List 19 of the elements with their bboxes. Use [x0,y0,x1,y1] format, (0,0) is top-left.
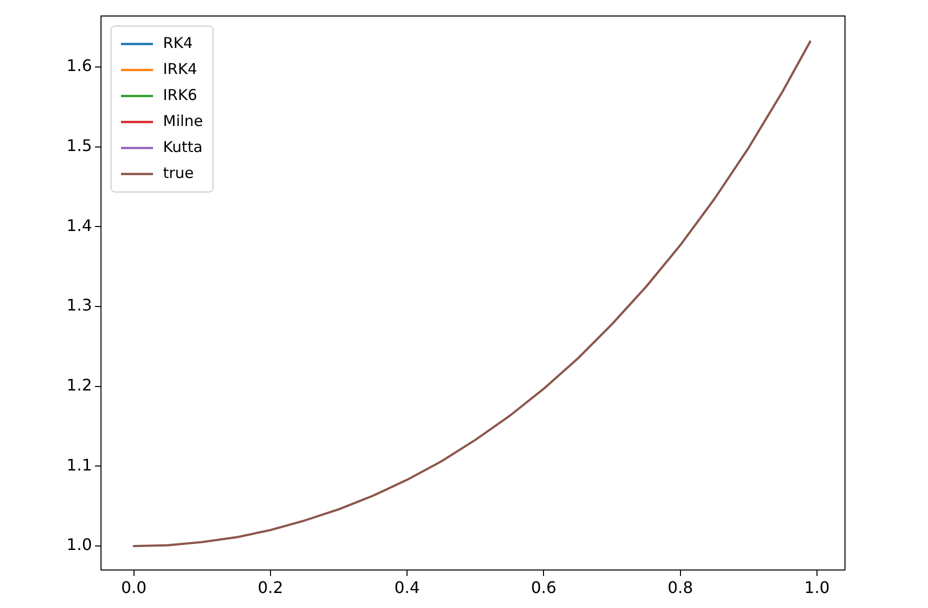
y-tick-label: 1.3 [66,296,92,315]
y-tick-label: 1.1 [66,455,92,474]
y-tick-label: 1.5 [66,136,92,156]
x-tick-label: 0.6 [530,578,556,597]
legend-label: RK4 [163,34,193,52]
x-tick-label: 0.2 [258,578,284,597]
y-tick-label: 1.6 [66,56,92,76]
x-tick-label: 0.0 [121,578,147,597]
legend-label: Kutta [163,138,203,156]
legend-label: IRK6 [163,86,198,104]
legend-label: Milne [163,112,204,130]
legend-label: IRK4 [163,60,198,78]
x-tick-label: 0.8 [668,578,694,597]
x-tick-label: 0.4 [394,578,420,597]
x-tick-label: 1.0 [804,578,830,597]
y-tick-label: 1.4 [66,216,92,235]
y-tick-label: 1.2 [66,376,92,395]
y-tick-label: 1.0 [66,535,92,554]
legend-label: true [163,164,194,182]
